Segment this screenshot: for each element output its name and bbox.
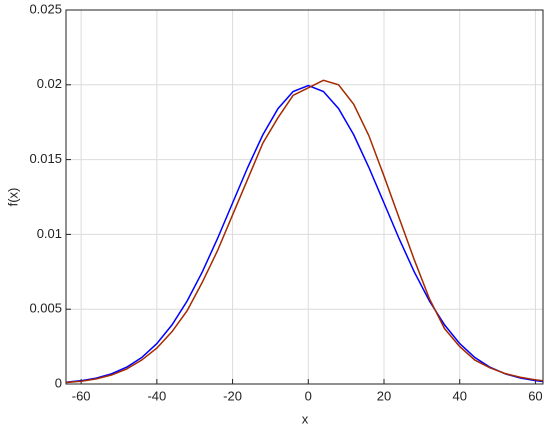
line-series [65, 79, 544, 384]
y-axis-label: f(x) [5, 188, 20, 207]
x-tick-label: -20 [223, 388, 242, 403]
plot-frame [65, 9, 544, 385]
x-tick-label: -60 [72, 388, 91, 403]
x-tick-label: -40 [147, 388, 166, 403]
y-tick-label: 0.02 [37, 76, 62, 91]
x-tick-label: 40 [452, 388, 466, 403]
x-axis-label: x [302, 411, 309, 426]
y-tick-label: 0.025 [29, 1, 62, 16]
y-tick-label: 0 [55, 375, 62, 390]
y-tick-label: 0.015 [29, 151, 62, 166]
y-tick-label: 0.005 [29, 301, 62, 316]
line-series [65, 84, 544, 383]
y-tick-label: 0.01 [37, 226, 62, 241]
x-tick-label: 0 [305, 388, 312, 403]
x-tick-label: 60 [528, 388, 542, 403]
x-tick-label: 20 [377, 388, 391, 403]
